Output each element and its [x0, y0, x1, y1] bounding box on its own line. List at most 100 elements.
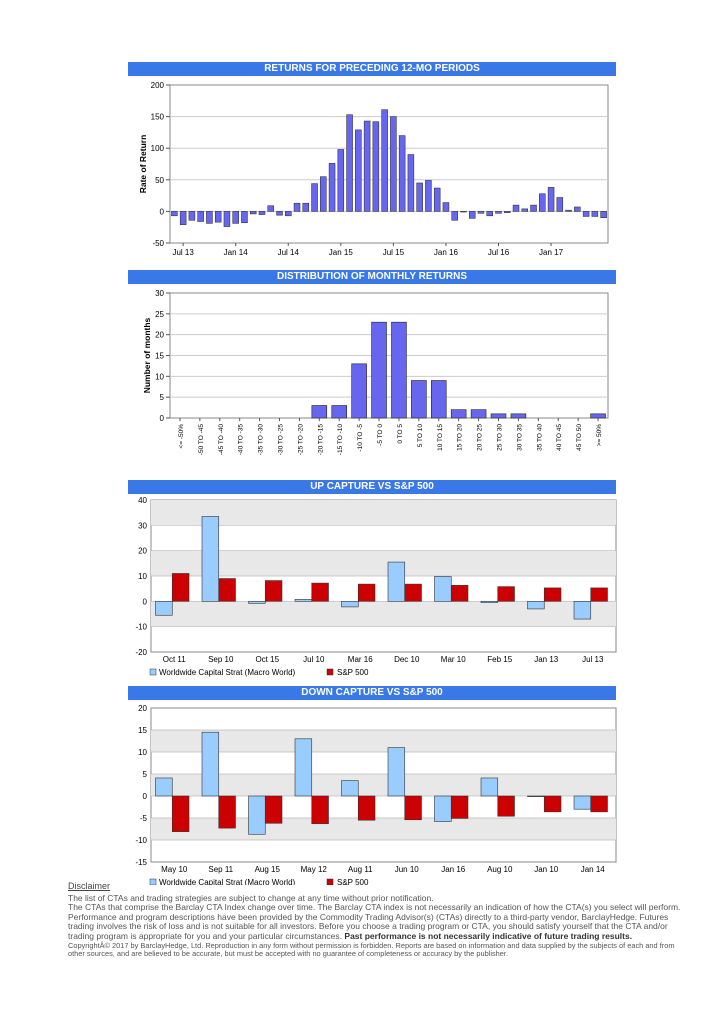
bar	[206, 211, 213, 224]
fund-bar	[294, 738, 313, 797]
x-tick-label: Jul 16	[488, 248, 510, 257]
x-tick-label: 5 TO 10	[417, 424, 424, 448]
bar	[391, 321, 407, 419]
x-tick-label: -15 TO -10	[337, 424, 344, 456]
bar	[495, 211, 502, 214]
bar	[450, 409, 467, 419]
sp500-bar	[357, 583, 376, 602]
bar	[223, 211, 231, 227]
fund-bar	[341, 601, 359, 608]
bar	[293, 202, 301, 212]
bar	[504, 211, 511, 213]
x-tick-label: -40 TO -35	[238, 424, 245, 456]
bar	[411, 380, 427, 419]
x-tick-label: Aug 11	[348, 865, 373, 874]
bar	[311, 183, 318, 212]
grid-band	[151, 774, 616, 796]
bar	[249, 211, 257, 215]
fund-bar	[248, 795, 266, 835]
legend-swatch-sp500	[326, 668, 334, 676]
x-tick-label: -30 TO -25	[278, 424, 285, 456]
distribution-chart: 0 5 10 15 20 25 30 <= -50% -50 TO -45 -45 TO -40 -…	[142, 289, 609, 456]
x-tick-label: Jul 10	[303, 655, 325, 664]
grid-band	[151, 730, 616, 752]
x-tick-label: Dec 10	[394, 655, 420, 664]
disclaimer-heading: Disclaimer	[68, 881, 111, 891]
returns-chart-title: RETURNS FOR PRECEDING 12-MO PERIODS	[128, 62, 616, 76]
bar	[407, 154, 415, 212]
x-tick-label: Oct 11	[163, 655, 187, 664]
returns-chart: -50 0 50 100 150 200 Jul 13 Jan 14 Jul 14 Jan 15 J…	[138, 81, 609, 257]
bar	[398, 135, 406, 212]
y-tick-label: 150	[151, 113, 165, 122]
bar	[582, 211, 590, 217]
x-tick-label: Aug 10	[487, 865, 513, 874]
bar	[539, 193, 546, 212]
bar	[590, 413, 606, 419]
bar	[214, 211, 222, 223]
disclaimer-line-1: The list of CTAs and trading strategies …	[68, 892, 434, 903]
fund-bar	[480, 601, 499, 603]
fund-bar	[387, 561, 406, 602]
y-axis-label: Number of months	[142, 317, 152, 393]
bar	[510, 413, 527, 419]
disclaimer-line-2: The CTAs that comprise the Barclay CTA I…	[68, 902, 681, 913]
up-capture-chart-title: UP CAPTURE VS S&P 500	[128, 480, 616, 494]
y-tick-label: 20	[138, 704, 147, 713]
x-tick-label: 40 TO 45	[556, 424, 563, 451]
x-tick-label: Oct 15	[255, 655, 279, 664]
bar	[512, 204, 520, 212]
bar	[486, 211, 493, 217]
fund-bar	[573, 795, 592, 810]
disclaimer-line-3: Performance and program descriptions hav…	[68, 911, 688, 942]
bar	[328, 163, 336, 212]
y-tick-label: -15	[135, 858, 147, 867]
x-tick-label: Jul 14	[278, 248, 300, 257]
bar	[179, 211, 187, 225]
bar	[381, 109, 388, 212]
y-tick-label: 0	[160, 207, 165, 216]
y-tick-label: -5	[140, 814, 148, 823]
sp500-bar	[357, 795, 376, 821]
y-tick-label: 100	[151, 144, 165, 153]
sp500-bar	[450, 585, 469, 602]
fund-bar	[248, 601, 266, 604]
x-tick-label: Jan 16	[434, 248, 459, 257]
bar	[241, 211, 248, 224]
y-tick-label: -10	[135, 623, 147, 632]
bar	[267, 205, 274, 212]
sp500-bar	[497, 795, 515, 817]
bar	[530, 204, 537, 212]
y-tick-label: 20	[138, 547, 147, 556]
bar	[363, 120, 371, 212]
x-tick-label: May 12	[301, 865, 328, 874]
x-tick-label: Jan 14	[581, 865, 606, 874]
bar	[470, 409, 487, 419]
fund-bar	[201, 731, 220, 797]
bar	[311, 405, 328, 419]
sp500-bar	[264, 580, 283, 602]
sp500-bar	[497, 586, 515, 602]
bar	[346, 114, 353, 212]
fund-bar	[387, 747, 406, 797]
x-tick-label: Jan 15	[329, 248, 354, 257]
bar	[320, 176, 327, 212]
sp500-bar	[171, 795, 190, 832]
bar	[451, 211, 458, 221]
disclaimer: Disclaimer The list of CTAs and trading …	[68, 881, 688, 958]
x-tick-label: Jan 10	[534, 865, 559, 874]
y-tick-label: 10	[138, 748, 147, 757]
x-tick-label: -5 TO 0	[377, 424, 384, 446]
y-tick-label: 50	[155, 176, 164, 185]
y-tick-label: 10	[138, 572, 147, 581]
sp500-bar	[311, 795, 329, 825]
disclaimer-line-3-text: Performance and program descriptions hav…	[68, 911, 669, 941]
bar	[355, 129, 362, 212]
legend-label-fund: Worldwide Capital Strat (Macro World)	[159, 878, 296, 885]
bar	[390, 116, 397, 212]
bar	[460, 211, 467, 213]
y-tick-label: 15	[155, 352, 164, 361]
legend-label-fund: Worldwide Capital Strat (Macro World)	[159, 668, 296, 677]
y-tick-label: -50	[152, 239, 164, 248]
x-tick-label: Mar 16	[348, 655, 373, 664]
